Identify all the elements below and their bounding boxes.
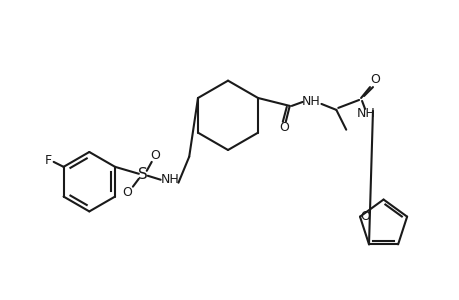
Text: O: O [151,149,160,162]
Text: S: S [138,167,147,182]
Text: O: O [359,210,369,223]
Text: NH: NH [356,107,375,120]
Text: O: O [278,121,288,134]
Text: F: F [45,154,52,167]
Text: NH: NH [302,95,320,108]
Text: NH: NH [161,173,179,186]
Text: O: O [369,73,379,86]
Text: O: O [122,186,132,199]
